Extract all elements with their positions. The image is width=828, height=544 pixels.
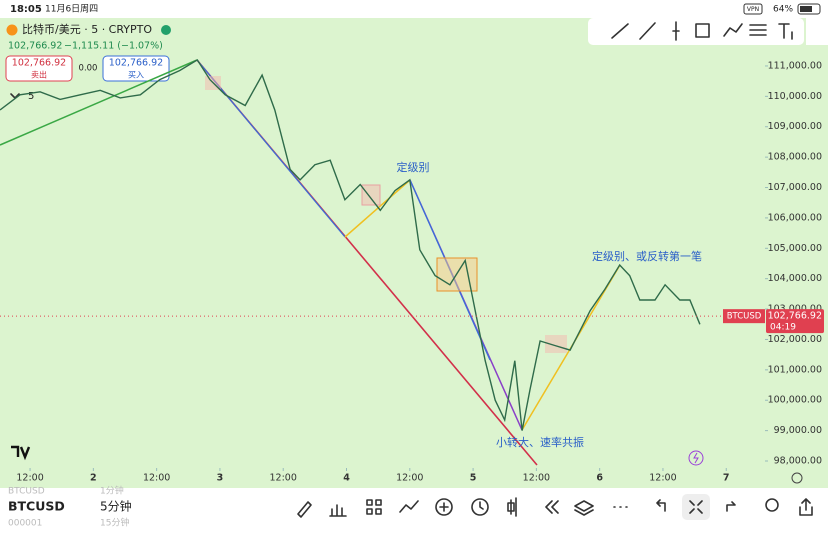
vpn: VPN <box>747 6 759 13</box>
x-tick-label: 2 <box>90 473 97 484</box>
x-tick-label: 5 <box>470 473 477 484</box>
symbol[interactable]: 比特币/美元 · 5 · CRYPTO <box>22 22 152 36</box>
ghost-interval: 15分钟 <box>100 517 129 529</box>
battery: 64% <box>773 5 793 15</box>
tool-undo[interactable] <box>656 499 666 512</box>
tool-redo[interactable] <box>726 501 736 512</box>
tool-fullscreen[interactable] <box>689 500 703 514</box>
tool-replay[interactable] <box>471 498 489 516</box>
tool-trend[interactable] <box>611 23 629 39</box>
status-bar <box>0 0 828 18</box>
battery-icon <box>797 3 821 15</box>
ghost-symbol: 000001 <box>8 519 42 529</box>
x-tick-label: 7 <box>723 473 730 484</box>
tool-layers[interactable] <box>574 500 594 516</box>
bottom-tools <box>297 494 813 520</box>
y-tick-label: 106,000.00 <box>768 212 822 223</box>
box <box>545 335 567 353</box>
x-tick-label: 12:00 <box>16 473 43 484</box>
tv-logo <box>11 445 31 461</box>
alert-icon[interactable] <box>688 450 704 466</box>
tool-idea[interactable] <box>765 498 779 512</box>
vpn-badge <box>743 3 763 15</box>
tool-indicators[interactable] <box>329 504 347 517</box>
sell-price: 102,766.92 <box>12 58 66 69</box>
y-tick-label: 102,000.00 <box>768 334 822 345</box>
annotation: 定级别 <box>397 160 430 174</box>
tool-compare[interactable] <box>399 500 419 513</box>
tool-rewind[interactable] <box>545 500 559 514</box>
tool-templates[interactable] <box>366 499 382 515</box>
spread: 0.00 <box>79 64 98 74</box>
sell-button[interactable] <box>5 55 73 82</box>
x-tick-label: 12:00 <box>649 473 676 484</box>
y-tick-label: 98,000.00 <box>774 456 822 467</box>
tool-rect[interactable] <box>695 23 710 38</box>
btc-icon <box>6 24 18 36</box>
annotation: 小转大、速率共振 <box>496 435 584 449</box>
trendline <box>344 179 411 238</box>
y-tick-label: 110,000.00 <box>768 91 822 102</box>
y-tick-label: 100,000.00 <box>768 395 822 406</box>
y-tick-label: 109,000.00 <box>768 121 822 132</box>
change: −1,115.11 (−1.07%) <box>64 41 163 52</box>
tool-share[interactable] <box>799 498 813 516</box>
battery-level <box>800 6 812 12</box>
alert-bolt <box>693 452 699 464</box>
tool-path[interactable] <box>723 23 743 37</box>
x-tick-label: 12:00 <box>523 473 550 484</box>
y-tick-label: 108,000.00 <box>768 152 822 163</box>
status-dot <box>161 25 171 35</box>
tool-fib[interactable] <box>749 24 767 36</box>
buy-label: 买入 <box>128 71 144 80</box>
ghost-interval: 1分钟 <box>100 485 124 497</box>
countdown: 04:19 <box>770 323 796 333</box>
price-badge-label: 102,766.92 <box>768 311 822 322</box>
trendline <box>0 59 198 146</box>
bottom-symbol[interactable]: BTCUSD <box>8 499 65 514</box>
date: 11月6日周四 <box>45 4 98 15</box>
tool-text[interactable] <box>778 23 793 40</box>
tool-replay-hand <box>479 501 484 510</box>
annotation: 定级别、或反转第一笔 <box>592 249 702 263</box>
settings-icon[interactable] <box>791 472 803 484</box>
sell-label: 卖出 <box>31 70 47 80</box>
buy-price: 102,766.92 <box>109 58 163 69</box>
x-tick-label: 12:00 <box>270 473 297 484</box>
x-tick-label: 12:00 <box>396 473 423 484</box>
x-tick-label: 12:00 <box>143 473 170 484</box>
tool-ray[interactable] <box>639 22 656 40</box>
tool-add-plus <box>439 502 449 512</box>
bottom-interval[interactable]: 5分钟 <box>100 499 132 514</box>
tool-candles[interactable] <box>507 497 517 517</box>
buy-button[interactable] <box>102 55 170 82</box>
x-tick-label: 4 <box>343 473 350 484</box>
y-tick-label: 101,000.00 <box>768 364 822 375</box>
series-label: BTCUSD <box>727 312 762 322</box>
trendline <box>196 59 346 238</box>
toolbar-more[interactable] <box>806 18 828 45</box>
tool-active-bg <box>682 494 710 520</box>
time: 18:05 <box>10 4 42 15</box>
tool-vertical[interactable] <box>672 21 680 41</box>
price-line <box>0 58 701 431</box>
price: 102,766.92 <box>8 41 62 52</box>
y-tick-label: 105,000.00 <box>768 243 822 254</box>
x-tick-label: 6 <box>596 473 603 484</box>
box <box>361 184 381 206</box>
y-tick-label: 107,000.00 <box>768 182 822 193</box>
y-tick-label: 103,000.00 <box>768 304 822 315</box>
y-tick-label: 104,000.00 <box>768 273 822 284</box>
y-tick-label: 111,000.00 <box>768 60 822 71</box>
series-label-bg <box>723 309 765 324</box>
price-badge <box>766 309 824 334</box>
y-tick-label: 99,000.00 <box>774 425 822 436</box>
interval: 5 <box>28 91 34 102</box>
tool-add[interactable] <box>435 498 453 516</box>
tool-pen[interactable] <box>297 501 312 518</box>
x-tick-label: 3 <box>217 473 224 484</box>
ghost-symbol: BTCUSD <box>8 487 45 497</box>
